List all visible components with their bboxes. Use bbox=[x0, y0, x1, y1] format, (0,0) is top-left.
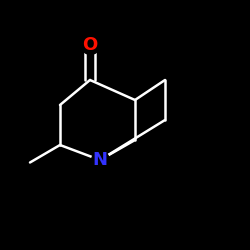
Text: N: N bbox=[92, 151, 108, 169]
Text: O: O bbox=[82, 36, 98, 54]
